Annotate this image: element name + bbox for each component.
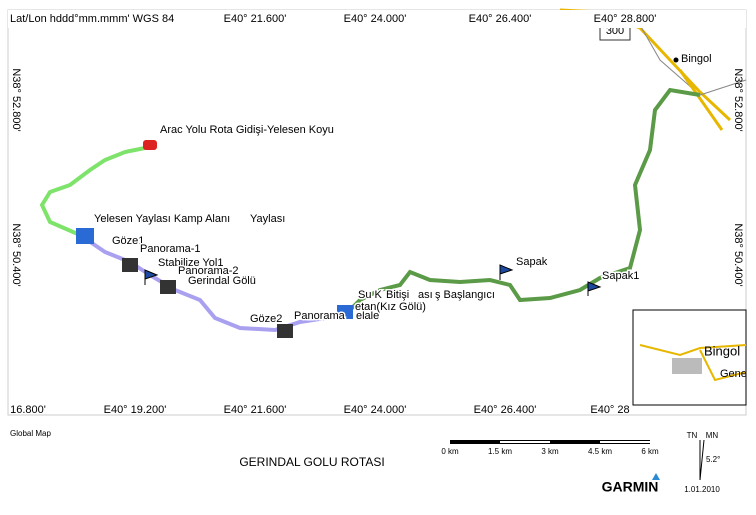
route xyxy=(39,145,151,237)
flag-icon xyxy=(499,264,514,280)
waypoint-label: Su K xyxy=(358,289,383,301)
waypoint-label: Yaylası xyxy=(250,213,285,225)
scale-bar xyxy=(500,441,550,443)
declination: 5.2° xyxy=(706,455,720,464)
bottom-coord: E40° 24.000' xyxy=(344,404,407,416)
right-coord: N38° 50.400' xyxy=(732,223,744,286)
waypoint-label: Stabilize Yol1 xyxy=(158,257,223,269)
inset-road xyxy=(639,344,747,382)
bottom-coord: 16.800' xyxy=(10,404,46,416)
waypoint-label: Sapak1 xyxy=(602,270,639,282)
city-label: Bingol xyxy=(681,53,712,65)
waypoint-label: etan(Kız Gölü) xyxy=(355,301,426,313)
route xyxy=(343,87,701,317)
waypoint-label: ası xyxy=(418,289,433,301)
waypoint-label: Panorama-2 xyxy=(178,265,239,277)
camera-icon xyxy=(122,258,138,272)
waypoint-label: Panorama xyxy=(294,310,346,322)
coord-band xyxy=(8,10,746,28)
lake-icon xyxy=(337,305,353,319)
map-title: GERINDAL GOLU ROTASI xyxy=(239,455,384,469)
camera-icon xyxy=(277,324,293,338)
date: 1.01.2010 xyxy=(684,485,720,494)
city-dot xyxy=(673,57,679,63)
road xyxy=(639,24,747,96)
source: Global Map xyxy=(10,429,51,438)
scale-label: 4.5 km xyxy=(588,447,612,456)
inset-area xyxy=(672,358,702,374)
bottom-coord: E40° 21.600' xyxy=(224,404,287,416)
flag-icon xyxy=(587,281,602,296)
inset-label: Bingol xyxy=(704,343,740,358)
camera-icon xyxy=(160,280,176,294)
flag-icon xyxy=(144,269,159,285)
top-coord: E40° 26.400' xyxy=(469,13,532,25)
brand: GARMIN xyxy=(602,479,659,495)
inset-label: Gene xyxy=(720,368,747,380)
north-label: TN xyxy=(687,431,698,440)
waypoint-label: ş Başlangıcı xyxy=(435,289,495,301)
top-coord: E40° 21.600' xyxy=(224,13,287,25)
waypoint-label: Yelesen Yaylası Kamp Alanı xyxy=(94,213,230,225)
top-coord: E40° 28.800' xyxy=(594,13,657,25)
bottom-coord: E40° 28 xyxy=(590,404,629,416)
scale-label: 3 km xyxy=(541,447,559,456)
bottom-coord: E40° 19.200' xyxy=(104,404,167,416)
header: Lat/Lon hddd°mm.mmm' WGS 84 xyxy=(10,13,174,25)
waypoint-label: elale xyxy=(356,310,379,322)
scale-label: 1.5 km xyxy=(488,447,512,456)
scale-label: 6 km xyxy=(641,447,659,456)
waypoint-label: Bitişi xyxy=(386,289,409,301)
north-arrow xyxy=(699,439,705,481)
waypoint-label: Göze2 xyxy=(250,313,282,325)
brand-logo xyxy=(652,473,660,480)
waypoint-label: Panorama-1 xyxy=(140,243,201,255)
north-label: MN xyxy=(706,431,719,440)
waypoint-label: Arac Yolu Rota Gidişi-Yelesen Koyu xyxy=(160,124,334,136)
left-coord: N38° 52.800' xyxy=(10,68,22,131)
scale-bar xyxy=(600,441,650,443)
top-coord: E40° 24.000' xyxy=(344,13,407,25)
bottom-coord: E40° 26.400' xyxy=(474,404,537,416)
waypoint-label: Gerindal Gölü xyxy=(188,275,256,287)
scale-label: 0 km xyxy=(441,447,459,456)
waypoint-label: Sapak xyxy=(516,256,548,268)
car-icon xyxy=(143,140,157,150)
right-coord: N38° 52.800' xyxy=(732,68,744,131)
waypoint-label: Göze1 xyxy=(112,235,144,247)
inset-map xyxy=(632,309,747,406)
map-frame xyxy=(7,9,747,416)
road xyxy=(678,69,724,131)
left-coord: N38° 50.400' xyxy=(10,223,22,286)
camp-icon xyxy=(76,228,94,244)
